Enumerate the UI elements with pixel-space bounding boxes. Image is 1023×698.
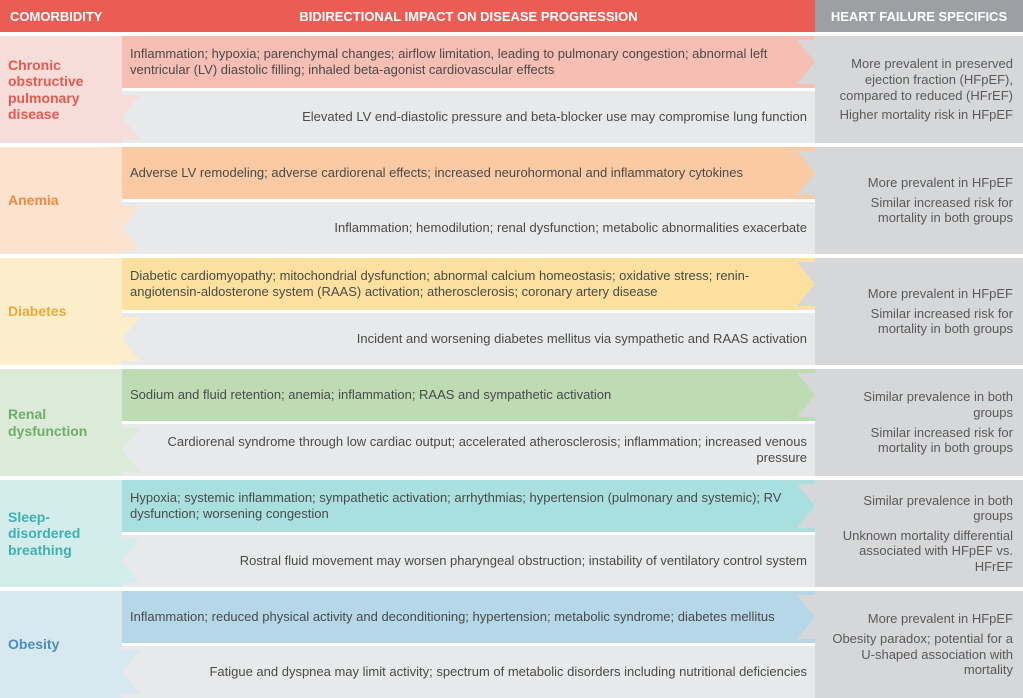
arrow-tip-left-icon bbox=[122, 95, 140, 139]
arrow-from-hf: Incident and worsening diabetes mellitus… bbox=[122, 310, 815, 365]
arrow-text: Inflammation; reduced physical activity … bbox=[122, 605, 797, 629]
comorbidity-label: Diabetes bbox=[0, 258, 122, 365]
arrow-to-hf: Hypoxia; systemic inflammation; sympathe… bbox=[122, 480, 815, 532]
arrow-tip-right-icon bbox=[797, 262, 815, 306]
arrow-tip-left-icon bbox=[122, 206, 140, 250]
hf-specifics-line: Unknown mortality differential associate… bbox=[821, 528, 1013, 575]
arrow-tip-right-icon bbox=[797, 484, 815, 528]
arrow-pair: Sodium and fluid retention; anemia; infl… bbox=[122, 369, 815, 476]
section-row: Chronic obstructive pulmonary diseaseInf… bbox=[0, 32, 1023, 143]
hf-specifics-line: Higher mortality risk in HFpEF bbox=[840, 107, 1013, 123]
comorbidity-label: Obesity bbox=[0, 591, 122, 698]
arrow-tip-right-icon bbox=[797, 595, 815, 639]
hf-specifics: Similar prevalence in both groups Similar… bbox=[815, 369, 1023, 476]
hf-specifics-line: Similar increased risk for mortality in … bbox=[821, 306, 1013, 337]
arrow-tip-right-icon bbox=[797, 373, 815, 417]
arrow-text: Incident and worsening diabetes mellitus… bbox=[140, 327, 815, 351]
hf-specifics-line: More prevalent in HFpEF bbox=[868, 611, 1013, 627]
arrow-tip-left-icon bbox=[122, 317, 140, 361]
arrow-pair: Inflammation; reduced physical activity … bbox=[122, 591, 815, 698]
header-bidirectional: BIDIRECTIONAL IMPACT ON DISEASE PROGRESS… bbox=[122, 0, 815, 32]
arrow-text: Sodium and fluid retention; anemia; infl… bbox=[122, 383, 797, 407]
header-comorbidity: COMORBIDITY bbox=[0, 0, 122, 32]
hf-specifics-line: More prevalent in preserved ejection fra… bbox=[821, 56, 1013, 103]
arrow-tip-left-icon bbox=[122, 428, 140, 472]
hf-specifics-line: Similar increased risk for mortality in … bbox=[821, 195, 1013, 226]
arrow-pair: Diabetic cardiomyopathy; mitochondrial d… bbox=[122, 258, 815, 365]
hf-specifics-line: Similar prevalence in both groups bbox=[821, 493, 1013, 524]
arrow-text: Rostral fluid movement may worsen pharyn… bbox=[140, 549, 815, 573]
arrow-from-hf: Rostral fluid movement may worsen pharyn… bbox=[122, 532, 815, 587]
comorbidity-label: Renal dysfunction bbox=[0, 369, 122, 476]
hf-specifics-line: More prevalent in HFpEF bbox=[868, 286, 1013, 302]
arrow-to-hf: Diabetic cardiomyopathy; mitochondrial d… bbox=[122, 258, 815, 310]
hf-specifics-line: Obesity paradox; potential for a U-shape… bbox=[821, 631, 1013, 678]
arrow-tip-right-icon bbox=[797, 40, 815, 84]
infographic-container: COMORBIDITY BIDIRECTIONAL IMPACT ON DISE… bbox=[0, 0, 1023, 698]
arrow-to-hf: Sodium and fluid retention; anemia; infl… bbox=[122, 369, 815, 421]
section-row: DiabetesDiabetic cardiomyopathy; mitocho… bbox=[0, 254, 1023, 365]
section-row: ObesityInflammation; reduced physical ac… bbox=[0, 587, 1023, 698]
hf-specifics: More prevalent in HFpEF Obesity paradox; … bbox=[815, 591, 1023, 698]
arrow-tip-left-icon bbox=[122, 539, 140, 583]
arrow-from-hf: Elevated LV end-diastolic pressure and b… bbox=[122, 88, 815, 143]
hf-specifics: More prevalent in HFpEF Similar increased… bbox=[815, 258, 1023, 365]
section-row: AnemiaAdverse LV remodeling; adverse car… bbox=[0, 143, 1023, 254]
arrow-text: Inflammation; hemodilution; renal dysfun… bbox=[140, 216, 815, 240]
hf-specifics-line: More prevalent in HFpEF bbox=[868, 175, 1013, 191]
comorbidity-label: Sleep-disordered breathing bbox=[0, 480, 122, 587]
arrow-to-hf: Adverse LV remodeling; adverse cardioren… bbox=[122, 147, 815, 199]
arrow-to-hf: Inflammation; hypoxia; parenchymal chang… bbox=[122, 36, 815, 88]
header-specifics: HEART FAILURE SPECIFICS bbox=[815, 0, 1023, 32]
arrow-text: Cardiorenal syndrome through low cardiac… bbox=[140, 430, 815, 471]
hf-specifics-line: Similar prevalence in both groups bbox=[821, 389, 1013, 420]
hf-specifics: More prevalent in HFpEF Similar increased… bbox=[815, 147, 1023, 254]
hf-specifics: More prevalent in preserved ejection fra… bbox=[815, 36, 1023, 143]
comorbidity-label: Chronic obstructive pulmonary disease bbox=[0, 36, 122, 143]
hf-specifics-line: Similar increased risk for mortality in … bbox=[821, 425, 1013, 456]
arrow-tip-right-icon bbox=[797, 151, 815, 195]
arrow-from-hf: Fatigue and dyspnea may limit activity; … bbox=[122, 643, 815, 698]
arrow-from-hf: Inflammation; hemodilution; renal dysfun… bbox=[122, 199, 815, 254]
arrow-pair: Hypoxia; systemic inflammation; sympathe… bbox=[122, 480, 815, 587]
arrow-text: Adverse LV remodeling; adverse cardioren… bbox=[122, 161, 797, 185]
arrow-text: Fatigue and dyspnea may limit activity; … bbox=[140, 660, 815, 684]
arrow-pair: Adverse LV remodeling; adverse cardioren… bbox=[122, 147, 815, 254]
section-row: Renal dysfunctionSodium and fluid retent… bbox=[0, 365, 1023, 476]
hf-specifics: Similar prevalence in both groups Unknown… bbox=[815, 480, 1023, 587]
arrow-text: Diabetic cardiomyopathy; mitochondrial d… bbox=[122, 264, 797, 305]
arrow-from-hf: Cardiorenal syndrome through low cardiac… bbox=[122, 421, 815, 476]
comorbidity-label: Anemia bbox=[0, 147, 122, 254]
arrow-text: Elevated LV end-diastolic pressure and b… bbox=[140, 105, 815, 129]
arrow-pair: Inflammation; hypoxia; parenchymal chang… bbox=[122, 36, 815, 143]
arrow-to-hf: Inflammation; reduced physical activity … bbox=[122, 591, 815, 643]
arrow-text: Inflammation; hypoxia; parenchymal chang… bbox=[122, 42, 797, 83]
arrow-text: Hypoxia; systemic inflammation; sympathe… bbox=[122, 486, 797, 527]
header-row: COMORBIDITY BIDIRECTIONAL IMPACT ON DISE… bbox=[0, 0, 1023, 32]
section-row: Sleep-disordered breathingHypoxia; syste… bbox=[0, 476, 1023, 587]
arrow-tip-left-icon bbox=[122, 650, 140, 694]
